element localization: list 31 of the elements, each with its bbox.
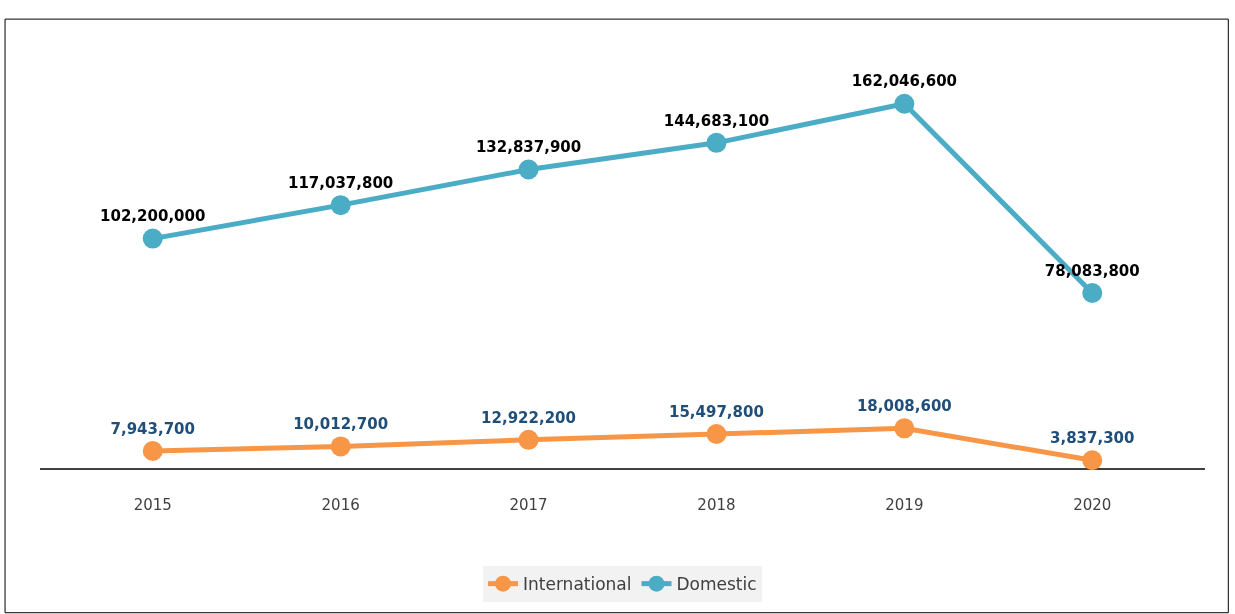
x-tick-label: 2016 bbox=[321, 496, 360, 514]
x-tick-label: 2015 bbox=[133, 496, 172, 514]
data-label: 117,037,800 bbox=[287, 173, 394, 192]
point bbox=[142, 441, 163, 462]
data-label: 3,837,300 bbox=[1050, 429, 1135, 448]
data-label: 144,683,100 bbox=[663, 111, 770, 130]
data-label: 10,012,700 bbox=[293, 415, 389, 434]
point bbox=[330, 436, 351, 457]
point bbox=[1082, 282, 1103, 303]
data-label: 132,837,900 bbox=[475, 138, 582, 157]
point bbox=[518, 429, 539, 450]
point bbox=[1082, 450, 1103, 471]
x-tick-label: 2019 bbox=[885, 496, 924, 514]
point bbox=[142, 228, 163, 249]
data-label: 102,200,000 bbox=[100, 207, 206, 226]
point bbox=[706, 132, 727, 153]
x-tick-label: 2017 bbox=[509, 496, 548, 514]
legend-label: Domestic bbox=[676, 574, 757, 595]
point bbox=[894, 93, 915, 114]
data-label: 162,046,600 bbox=[851, 72, 958, 91]
data-label: 18,008,600 bbox=[856, 397, 952, 416]
point bbox=[706, 424, 727, 445]
data-label: 7,943,700 bbox=[110, 419, 195, 438]
x-tick-label: 2018 bbox=[697, 496, 736, 514]
point bbox=[518, 159, 539, 180]
legend-label: International bbox=[523, 574, 632, 595]
data-label: 12,922,200 bbox=[481, 408, 576, 427]
x-tick-label: 2020 bbox=[1073, 496, 1112, 514]
point bbox=[894, 418, 915, 439]
point bbox=[330, 195, 351, 216]
data-label: 15,497,800 bbox=[669, 402, 764, 421]
